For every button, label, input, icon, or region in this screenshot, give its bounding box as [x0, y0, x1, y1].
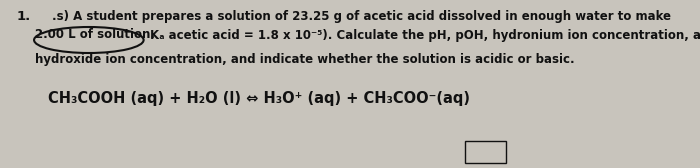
Text: 1.: 1.	[16, 10, 31, 23]
Text: .s) A student prepares a solution of 23.25 g of acetic acid dissolved in enough : .s) A student prepares a solution of 23.…	[52, 10, 671, 23]
Text: 2.00 L of solution.: 2.00 L of solution.	[35, 29, 155, 41]
Text: CH₃COOH (aq) + H₂O (l) ⇔ H₃O⁺ (aq) + CH₃COO⁻(aq): CH₃COOH (aq) + H₂O (l) ⇔ H₃O⁺ (aq) + CH₃…	[48, 91, 470, 106]
Text: Kₐ acetic acid = 1.8 x 10⁻⁵). Calculate the pH, pOH, hydronium ion concentration: Kₐ acetic acid = 1.8 x 10⁻⁵). Calculate …	[150, 29, 700, 41]
Text: hydroxide ion concentration, and indicate whether the solution is acidic or basi: hydroxide ion concentration, and indicat…	[35, 53, 575, 67]
